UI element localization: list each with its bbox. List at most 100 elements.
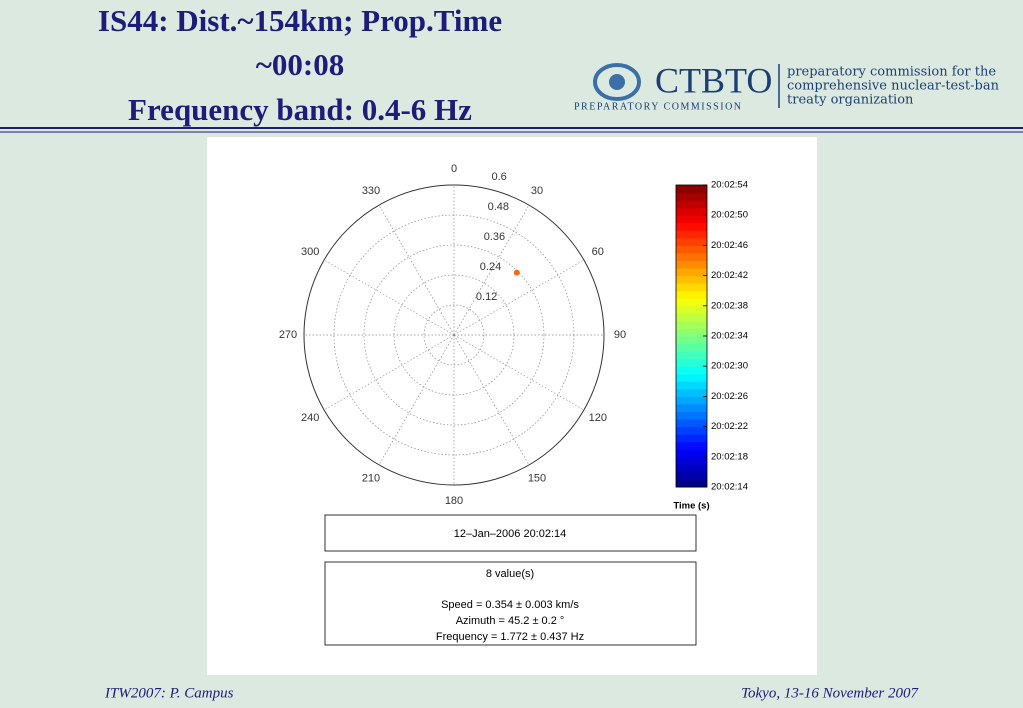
colorbar-band xyxy=(676,230,707,239)
colorbar-band xyxy=(676,305,707,314)
angle-tick-label: 60 xyxy=(592,246,604,258)
spoke xyxy=(323,259,455,336)
footer-left: ITW2007: P. Campus xyxy=(104,685,234,701)
info-count: 8 value(s) xyxy=(486,568,534,580)
info-line: Azimuth = 45.2 ± 0.2 ° xyxy=(456,615,565,627)
logo-subtitle: PREPARATORY COMMISSION xyxy=(574,101,743,112)
info-box xyxy=(324,561,697,646)
colorbar-band xyxy=(676,245,707,254)
colorbar-band xyxy=(676,366,707,375)
footer-right: Tokyo, 13-16 November 2007 xyxy=(741,685,919,701)
angle-tick-label: 180 xyxy=(445,495,463,507)
colorbar-tick-label: 20:02:30 xyxy=(711,361,748,372)
angle-tick-label: 90 xyxy=(614,329,626,341)
colorbar-band xyxy=(676,237,707,246)
point xyxy=(513,269,520,276)
logo: CTBTO PREPARATORY COMMISSION preparatory… xyxy=(574,60,1000,112)
logo-icon xyxy=(609,74,625,90)
colorbar-band xyxy=(676,336,707,345)
colorbar-band xyxy=(676,207,707,216)
colorbar-tick-label: 20:02:22 xyxy=(711,421,748,432)
colorbar-band xyxy=(676,313,707,322)
info-line: Frequency = 1.772 ± 0.437 Hz xyxy=(436,631,584,643)
info-date: 12–Jan–2006 20:02:14 xyxy=(454,528,567,540)
ring xyxy=(333,214,575,456)
colorbar-band xyxy=(676,403,707,412)
colorbar-band xyxy=(676,449,707,458)
colorbar-band xyxy=(676,185,707,194)
info-line: Speed = 0.354 ± 0.003 km/s xyxy=(441,599,579,611)
ring xyxy=(423,304,485,366)
colorbar-tick-label: 20:02:42 xyxy=(711,270,748,281)
colorbar-band xyxy=(676,479,707,488)
logo-tagline: preparatory commission for the xyxy=(787,65,996,80)
info-box xyxy=(324,514,697,552)
logo-tagline: treaty organization xyxy=(787,93,914,108)
colorbar-band xyxy=(676,268,707,277)
spoke xyxy=(453,204,530,336)
colorbar-band xyxy=(676,283,707,292)
colorbar-band xyxy=(676,192,707,201)
colorbar-band xyxy=(676,290,707,299)
colorbar-band xyxy=(676,464,707,473)
angle-tick-label: 0 xyxy=(451,163,457,175)
colorbar-band xyxy=(676,252,707,261)
radial-tick-label: 0.48 xyxy=(488,201,509,213)
ring xyxy=(393,274,515,396)
colorbar-tick-label: 20:02:54 xyxy=(711,180,748,191)
colorbar-band xyxy=(676,343,707,352)
colorbar-band xyxy=(676,419,707,428)
colorbar-tick-label: 20:02:26 xyxy=(711,391,748,402)
colorbar-band xyxy=(676,298,707,307)
angle-tick-label: 270 xyxy=(279,329,297,341)
colorbar-band xyxy=(676,388,707,397)
figure-panel xyxy=(207,137,817,675)
slide-title: Frequency band: 0.4-6 Hz xyxy=(128,92,472,127)
colorbar-tick-label: 20:02:18 xyxy=(711,451,748,462)
colorbar-tick-label: 20:02:34 xyxy=(711,331,748,342)
colorbar-band xyxy=(676,222,707,231)
colorbar-band xyxy=(676,358,707,367)
colorbar-band xyxy=(676,396,707,405)
colorbar-tick-label: 20:02:46 xyxy=(711,240,748,251)
ring xyxy=(303,184,605,486)
colorbar-band xyxy=(676,434,707,443)
polar-plot: 0 30 60 90 120 150 180 210 240 270 300 330 0.12 0.24 0… xyxy=(279,163,748,512)
radial-tick-label: 0.24 xyxy=(480,261,501,273)
spoke xyxy=(453,334,530,466)
colorbar-band xyxy=(676,441,707,450)
angle-tick-label: 300 xyxy=(301,246,319,258)
colorbar-band xyxy=(676,456,707,465)
spoke xyxy=(453,259,585,336)
ring xyxy=(363,244,545,426)
colorbar-band xyxy=(676,275,707,284)
colorbar-label: Time (s) xyxy=(673,501,709,512)
colorbar-band xyxy=(676,373,707,382)
angle-tick-label: 120 xyxy=(589,412,607,424)
colorbar-band xyxy=(676,215,707,224)
colorbar-band xyxy=(676,426,707,435)
colorbar-band xyxy=(676,200,707,209)
spoke xyxy=(453,334,585,411)
logo-tagline: comprehensive nuclear-test-ban xyxy=(787,79,1000,94)
colorbar-band xyxy=(676,351,707,360)
slide-title: IS44: Dist.~154km; Prop.Time xyxy=(98,3,502,38)
colorbar-band xyxy=(676,381,707,390)
radial-tick-label: 0.12 xyxy=(476,291,497,303)
colorbar-tick-label: 20:02:50 xyxy=(711,210,748,221)
colorbar-tick-label: 20:02:38 xyxy=(711,300,748,311)
colorbar-band xyxy=(676,328,707,337)
colorbar-band xyxy=(676,411,707,420)
radial-tick-label: 0.6 xyxy=(492,171,507,183)
colorbar-band xyxy=(676,260,707,269)
radial-tick-label: 0.36 xyxy=(484,231,505,243)
angle-tick-label: 240 xyxy=(301,412,319,424)
spoke xyxy=(323,334,455,411)
colorbar-band xyxy=(676,320,707,329)
angle-tick-label: 30 xyxy=(531,185,543,197)
angle-tick-label: 330 xyxy=(362,185,380,197)
angle-tick-label: 150 xyxy=(528,473,546,485)
spoke xyxy=(378,334,455,466)
angle-tick-label: 210 xyxy=(362,473,380,485)
